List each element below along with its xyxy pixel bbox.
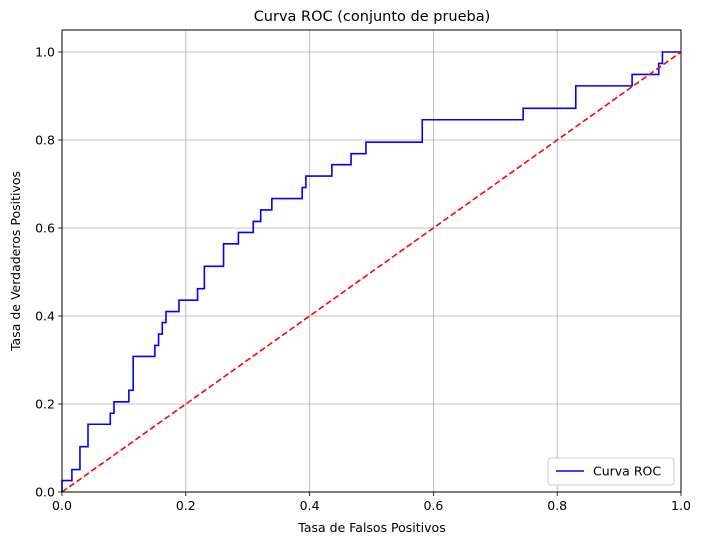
x-axis-label: Tasa de Falsos Positivos bbox=[297, 520, 445, 535]
legend: Curva ROC bbox=[547, 457, 675, 486]
legend-box bbox=[547, 457, 675, 486]
x-tick-label: 0.4 bbox=[300, 498, 320, 513]
y-tick-label: 1.0 bbox=[35, 45, 55, 60]
y-axis-label: Tasa de Verdaderos Positivos bbox=[8, 171, 23, 352]
y-tick-label: 0.6 bbox=[35, 221, 55, 236]
roc-curve-line bbox=[61, 51, 681, 492]
y-tick-label: 0.2 bbox=[35, 397, 55, 412]
x-tick-label: 0.6 bbox=[423, 498, 443, 513]
x-tick-label: 0.8 bbox=[547, 498, 567, 513]
legend-label-roc: Curva ROC bbox=[593, 464, 661, 479]
plot-frame bbox=[61, 29, 682, 493]
series-layer bbox=[61, 51, 682, 493]
x-tick-label: 0.2 bbox=[176, 498, 196, 513]
x-tick-label: 1.0 bbox=[671, 498, 691, 513]
ticks: 0.0 0.2 0.4 0.6 0.8 1.0 0.0 0.2 0.4 0.6 0.8 1.0 bbox=[35, 45, 691, 514]
random-classifier-line bbox=[61, 51, 682, 493]
x-tick-label: 0.0 bbox=[52, 498, 72, 513]
y-tick-label: 0.4 bbox=[35, 309, 55, 324]
chart-title: Curva ROC (conjunto de prueba) bbox=[254, 9, 491, 25]
y-tick-label: 0.8 bbox=[35, 133, 55, 148]
grid bbox=[61, 30, 682, 493]
y-tick-label: 0.0 bbox=[35, 485, 55, 500]
